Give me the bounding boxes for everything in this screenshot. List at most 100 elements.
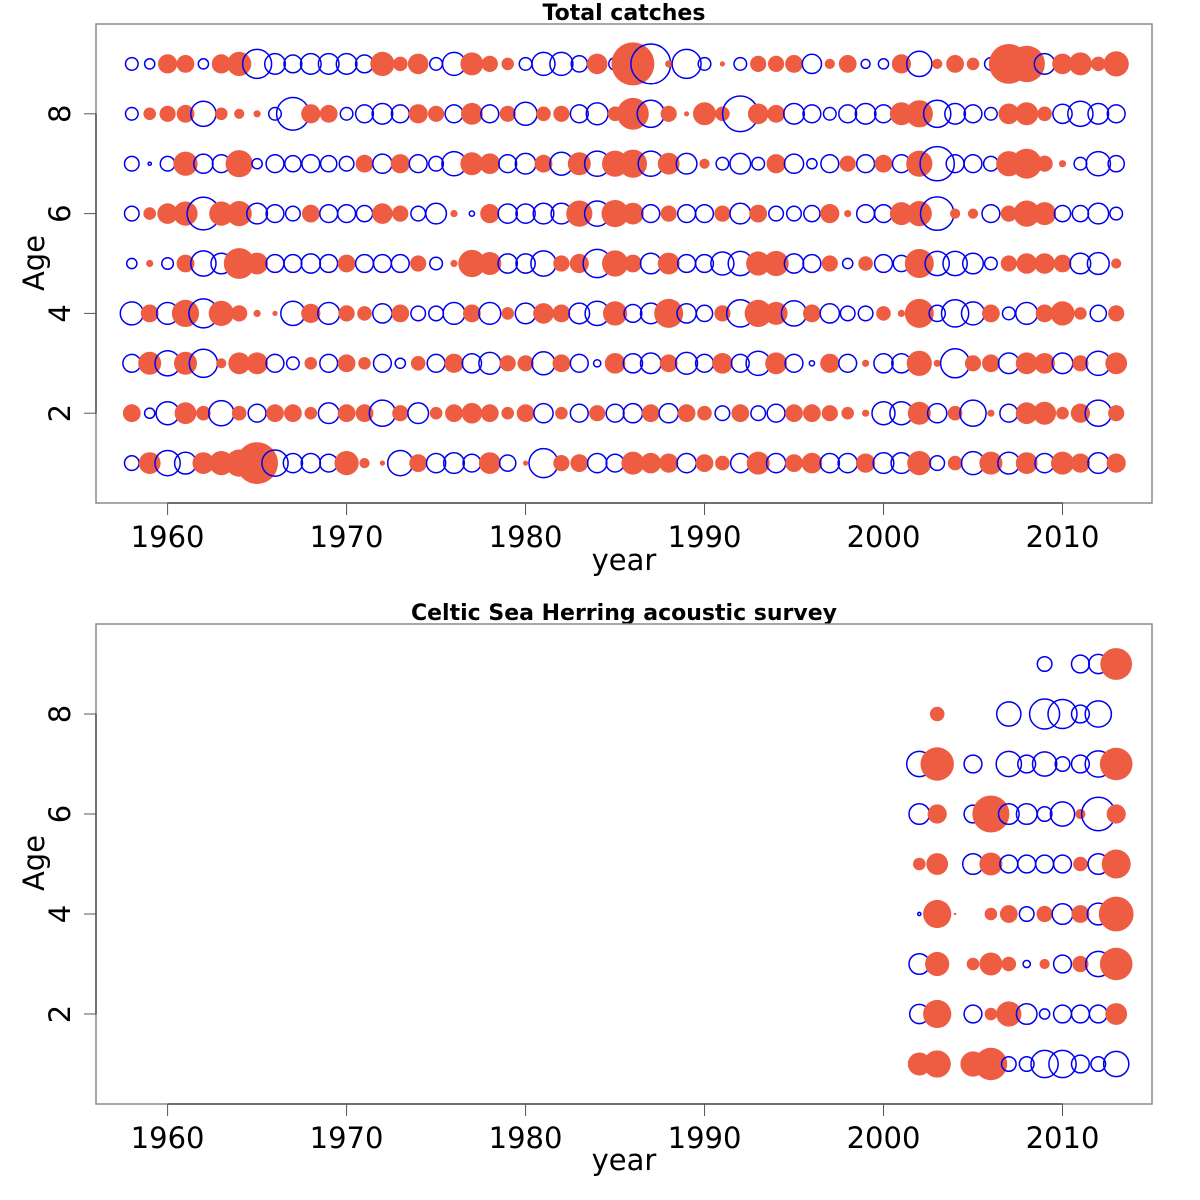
bubble-age8-1999	[854, 102, 877, 125]
bubble-age5-1973	[390, 253, 410, 274]
bubble-age8-1971	[354, 104, 375, 124]
bubble-age4-2001	[897, 309, 906, 317]
y-tick-label: 6	[43, 204, 77, 222]
bubble-age1-1967	[282, 452, 304, 474]
bubble-age2-2006	[987, 409, 995, 417]
bubble-age1-1965	[236, 442, 278, 484]
bubble-age6-1975	[425, 202, 448, 225]
bubble-age1-1988	[659, 453, 679, 473]
bubble-age5-1983	[569, 253, 589, 274]
bubble-age2-2006	[984, 1007, 998, 1021]
bubble-age4-1981	[533, 303, 554, 324]
bubble-age6-1988	[660, 205, 677, 222]
bubble-age7-2004	[945, 154, 965, 174]
bubble-age7-2005	[963, 154, 983, 174]
y-tick-label: 6	[43, 805, 77, 823]
bubble-age3-1968	[304, 357, 318, 370]
bubble-age2-1976	[445, 404, 463, 423]
bubble-age1-2009	[1030, 1049, 1059, 1079]
bubble-age3-1991	[712, 353, 733, 374]
bubble-age1-1972	[379, 460, 385, 466]
bubble-age7-1968	[301, 154, 321, 174]
bubble-age4-2006	[984, 907, 998, 921]
bubble-age6-1999	[855, 203, 876, 224]
bubble-age1-1958	[123, 455, 140, 472]
bubble-age5-1980	[515, 253, 536, 274]
bubble-age6-2002	[908, 802, 931, 826]
bubble-age7-2010	[1054, 755, 1071, 773]
bubble-age3-2011	[1072, 955, 1089, 973]
bubble-age7-1966	[265, 154, 285, 174]
x-tick-label: 2010	[1026, 520, 1100, 554]
bubble-age7-1964	[225, 150, 253, 178]
bubble-age2-1983	[569, 403, 589, 423]
bubble-age3-1974	[410, 356, 426, 371]
bubble-age6-2007	[1000, 205, 1017, 222]
bubble-age9-2012	[1091, 56, 1106, 72]
bubble-age9-1996	[801, 53, 823, 75]
bubble-age9-1990	[697, 56, 712, 71]
bubble-age6-1986	[622, 202, 644, 225]
bubble-age3-2013	[1105, 352, 1128, 375]
bubble-age8-2012	[1087, 102, 1110, 125]
bubble-age6-2006	[981, 203, 1001, 224]
bubble-age2-1980	[516, 404, 535, 423]
bubble-age2-1990	[697, 405, 712, 421]
bubble-age8-1983	[569, 104, 589, 124]
bubble-age2-1962	[196, 405, 211, 421]
bubble-age1-1978	[478, 452, 501, 474]
bubble-age4-1973	[391, 304, 410, 323]
bubble-age4-1980	[514, 302, 537, 325]
bubble-age5-1971	[354, 253, 375, 274]
bubble-age8-2002	[905, 100, 933, 128]
bubble-age5-1969	[319, 253, 339, 274]
bubble-age6-2003	[927, 804, 947, 824]
bubble-age4-2008	[1015, 301, 1039, 326]
bubble-age2-1978	[480, 404, 499, 423]
bubble-age9-1978	[481, 55, 498, 72]
bubble-age7-2000	[874, 154, 893, 173]
bubble-age7-1999	[855, 154, 876, 174]
bubble-age9-1993	[750, 55, 767, 72]
bubble-age2-1961	[174, 402, 197, 425]
bubble-age4-1998	[839, 305, 856, 322]
bubble-age2-2009	[1038, 1008, 1051, 1020]
bubble-age6-1970	[336, 203, 357, 224]
bubble-age9-1960	[158, 54, 178, 74]
bubble-age9-2001	[891, 54, 912, 74]
bubble-age7-2008	[1011, 148, 1042, 179]
bubble-age1-1991	[715, 455, 730, 471]
bubble-age6-1989	[676, 203, 697, 224]
bubble-age6-1960	[157, 203, 178, 224]
bubble-age2-1975	[429, 406, 443, 420]
bubble-age3-2005	[964, 355, 982, 372]
bubble-age6-1973	[392, 205, 409, 222]
bubble-age8-1960	[159, 105, 176, 122]
bubble-age1-2012	[1087, 452, 1110, 475]
bubble-age3-1971	[358, 357, 371, 370]
bubble-age8-2007	[998, 103, 1020, 125]
bubble-age9-1982	[549, 51, 574, 77]
bubble-age8-2005	[963, 104, 983, 124]
bubble-age6-2010	[1049, 801, 1076, 827]
bubble-age8-2012	[1084, 700, 1113, 728]
bubble-age3-1969	[319, 353, 339, 373]
bubble-age9-2000	[877, 58, 890, 70]
bubble-age3-1980	[517, 355, 534, 372]
bubble-age6-1997	[820, 204, 840, 224]
bubble-age9-1970	[335, 52, 358, 75]
bubble-age9-1961	[176, 55, 195, 73]
bubble-age7-2008	[1017, 754, 1037, 774]
bubble-age3-2003	[933, 359, 941, 367]
bubble-age3-2010	[1052, 954, 1073, 974]
bubble-age6-1965	[246, 202, 269, 225]
bubble-age3-2009	[1039, 958, 1050, 970]
bubble-age7-1995	[783, 153, 805, 175]
bubble-age6-2012	[1087, 202, 1110, 225]
bubble-age3-2000	[873, 352, 894, 374]
bubble-age6-1992	[729, 202, 752, 225]
bubble-age7-1961	[173, 151, 198, 176]
bubble-age2-1998	[841, 406, 854, 420]
bubble-age1-2011	[1070, 1054, 1091, 1074]
